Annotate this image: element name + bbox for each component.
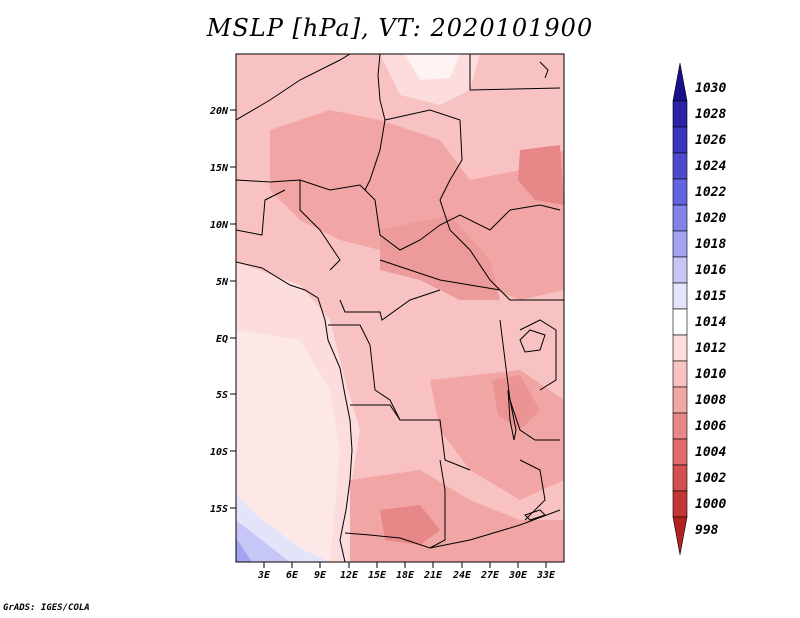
colorbar-swatch	[672, 256, 688, 284]
map-title: MSLP [hPa], VT: 2020101900	[206, 14, 594, 42]
colorbar-swatch	[672, 490, 688, 518]
lon-label: 27E	[480, 570, 500, 581]
colorbar-label: 1000	[695, 497, 726, 512]
colorbar-label: 1014	[695, 315, 726, 330]
coastline	[236, 261, 353, 562]
map-frame	[235, 53, 565, 563]
colorbar-swatch	[672, 100, 688, 128]
colorbar-label: 1006	[695, 419, 726, 434]
colorbar-label: 1012	[695, 341, 726, 356]
colorbar-label: 1015	[695, 289, 726, 304]
colorbar-swatch	[672, 334, 688, 362]
grads-credit: GrADS: IGES/COLA	[3, 603, 90, 613]
colorbar-label: 1020	[695, 211, 726, 226]
colorbar-label: 1016	[695, 263, 726, 278]
colorbar-swatch	[672, 412, 688, 440]
lon-label: 12E	[340, 570, 359, 581]
colorbar-label: 1018	[695, 237, 726, 252]
colorbar-swatch	[672, 360, 688, 388]
lat-label: 5N	[216, 277, 229, 288]
lat-label: 15N	[210, 163, 229, 174]
colorbar-swatch	[672, 204, 688, 232]
colorbar-label: 1002	[695, 471, 726, 486]
lon-label: 9E	[314, 570, 327, 581]
colorbar-swatch	[672, 152, 688, 180]
colorbar-swatch	[672, 438, 688, 466]
lat-label: EQ	[216, 334, 228, 345]
lon-label: 6E	[286, 570, 299, 581]
colorbar-swatch	[672, 230, 688, 258]
lon-label: 15E	[368, 570, 387, 581]
colorbar-label: 1022	[695, 185, 726, 200]
lon-label: 18E	[396, 570, 415, 581]
colorbar-swatch	[672, 464, 688, 492]
colorbar-label: 1028	[695, 107, 726, 122]
colorbar-bottom-arrow	[672, 516, 688, 556]
colorbar-label: 998	[695, 523, 719, 538]
lon-label: 21E	[423, 570, 443, 581]
lon-label: 33E	[536, 570, 556, 581]
lat-label: 10S	[210, 447, 228, 458]
colorbar-top-arrow	[672, 62, 688, 102]
colorbar-label: 1024	[695, 159, 726, 174]
colorbar-label: 1008	[695, 393, 726, 408]
longitude-axis: 3E 6E 9E 12E 15E 18E 21E 24E 27E 30E 33E	[257, 562, 556, 581]
latitude-axis: 20N 15N 10N 5N EQ 5S 10S 15S	[209, 106, 236, 515]
colorbar-swatch	[672, 282, 688, 310]
colorbar-swatch	[672, 178, 688, 206]
lat-label: 5S	[216, 390, 228, 401]
colorbar-label: 1026	[695, 133, 726, 148]
colorbar-label: 1004	[695, 445, 726, 460]
lon-label: 30E	[508, 570, 528, 581]
colorbar-label: 1010	[695, 367, 726, 382]
colorbar-label: 1030	[695, 81, 726, 96]
lon-label: 3E	[257, 570, 271, 581]
colorbar-swatch	[672, 126, 688, 154]
shaded-pressure-field	[236, 54, 564, 562]
colorbar-swatch	[672, 386, 688, 414]
country-borders	[236, 54, 564, 562]
colorbar: 1030 1028 1026 1024 1022 1020 1018 1016 1015 1014…	[672, 62, 726, 556]
lat-label: 20N	[209, 106, 229, 117]
lon-label: 24E	[452, 570, 472, 581]
lat-label: 10N	[210, 220, 229, 231]
lat-label: 15S	[210, 504, 228, 515]
colorbar-swatch	[672, 308, 688, 336]
